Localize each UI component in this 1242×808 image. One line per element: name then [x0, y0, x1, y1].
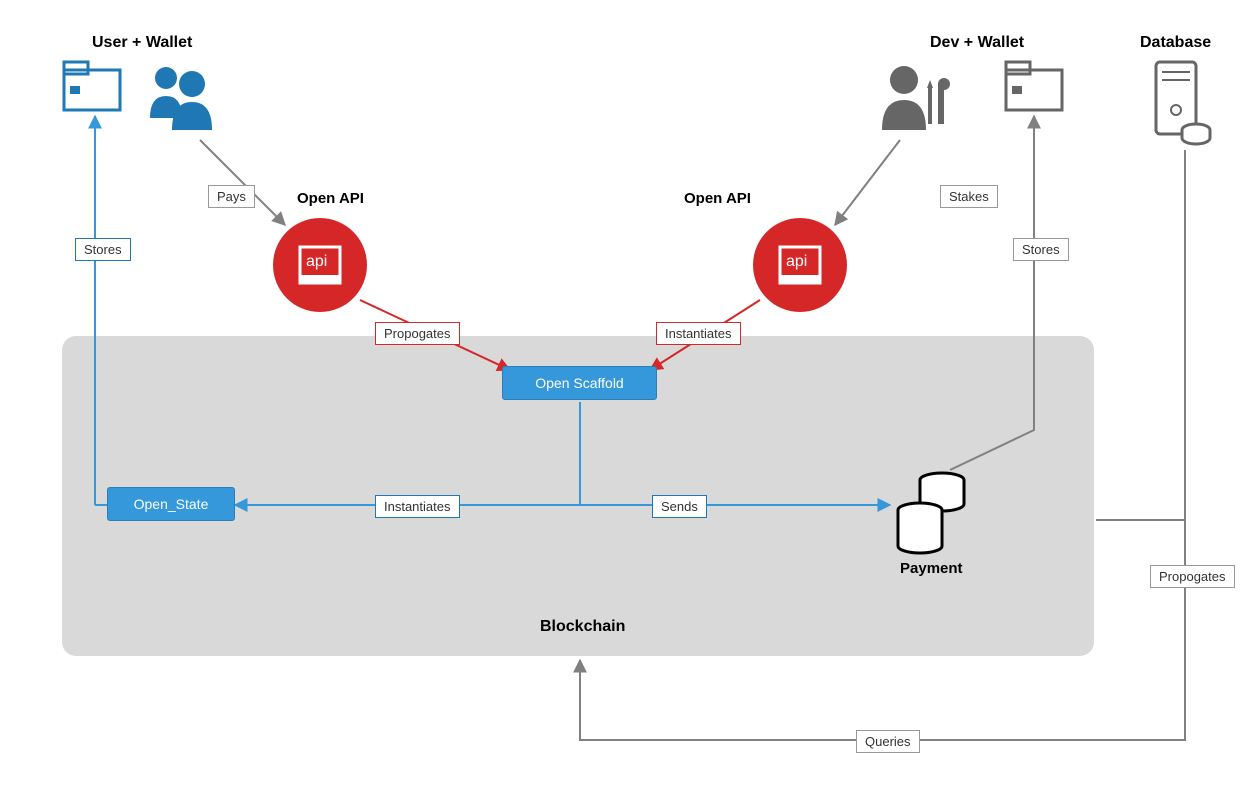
wallet-icon — [1004, 60, 1064, 112]
edge-label-propogates-left: Propogates — [375, 322, 460, 345]
dev-icon — [872, 58, 950, 136]
title-database: Database — [1140, 34, 1211, 52]
edge-label-instantiates-right: Instantiates — [656, 322, 741, 345]
title-dev-wallet: Dev + Wallet — [930, 34, 1024, 52]
title-user-wallet: User + Wallet — [92, 34, 192, 52]
edge-label-queries: Queries — [856, 730, 920, 753]
node-open-state: Open_State — [107, 487, 235, 521]
edge-label-stores-left: Stores — [75, 238, 131, 261]
edge-label-stakes: Stakes — [940, 185, 998, 208]
api-icon-label: api — [306, 253, 327, 271]
edge-label-pays: Pays — [208, 185, 255, 208]
edge-label-propogates-right: Propogates — [1150, 565, 1235, 588]
node-open-scaffold: Open Scaffold — [502, 366, 657, 400]
title-open-api-right: Open API — [684, 190, 751, 207]
edge-label-instantiates-left: Instantiates — [375, 495, 460, 518]
edge-label-sends: Sends — [652, 495, 707, 518]
edge-label-stores-right: Stores — [1013, 238, 1069, 261]
title-open-api-left: Open API — [297, 190, 364, 207]
database-icon — [1152, 60, 1214, 146]
api-icon-label: api — [786, 253, 807, 271]
payment-icon — [892, 470, 972, 556]
title-payment: Payment — [900, 560, 963, 577]
wallet-icon — [62, 60, 122, 112]
blockchain-title: Blockchain — [540, 618, 625, 636]
people-icon — [140, 58, 218, 136]
